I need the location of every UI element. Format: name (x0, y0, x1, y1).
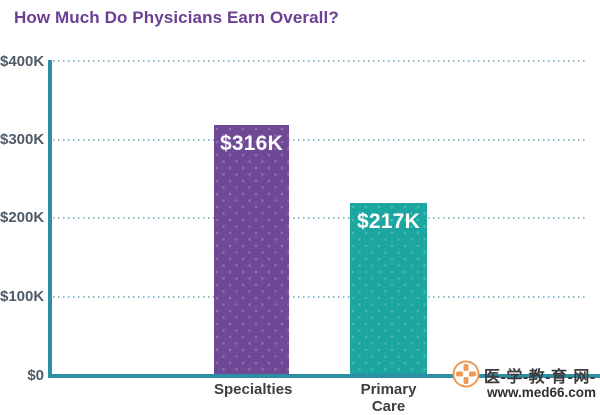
gridline-100k (53, 296, 588, 298)
med66-logo-icon (452, 360, 480, 388)
category-label-specialties: Specialties (214, 381, 293, 398)
bar-value-label-primary-care: $217K (357, 210, 420, 233)
y-tick-label: $400K (0, 53, 45, 70)
y-tick-label: $0 (27, 367, 44, 384)
watermark-site-url: www.med66.com (487, 385, 597, 400)
bar-specialties: $316K (214, 125, 289, 374)
bar-value-label-specialties: $316K (220, 132, 283, 155)
category-label-primary-care: Primary Care (360, 381, 417, 415)
bar-primary-care: $217K (350, 203, 427, 374)
gridline-300k (53, 139, 588, 141)
y-tick-label: $100K (0, 288, 45, 305)
gridline-400k (53, 60, 588, 62)
y-tick-label: $200K (0, 209, 45, 226)
chart-title: How Much Do Physicians Earn Overall? (14, 8, 339, 27)
gridline-200k (53, 217, 588, 219)
y-axis-line (48, 60, 52, 378)
y-tick-label: $300K (0, 131, 45, 148)
watermark-brand-text: 医-学-教-育-网- (484, 369, 596, 386)
x-axis-line (48, 374, 600, 378)
